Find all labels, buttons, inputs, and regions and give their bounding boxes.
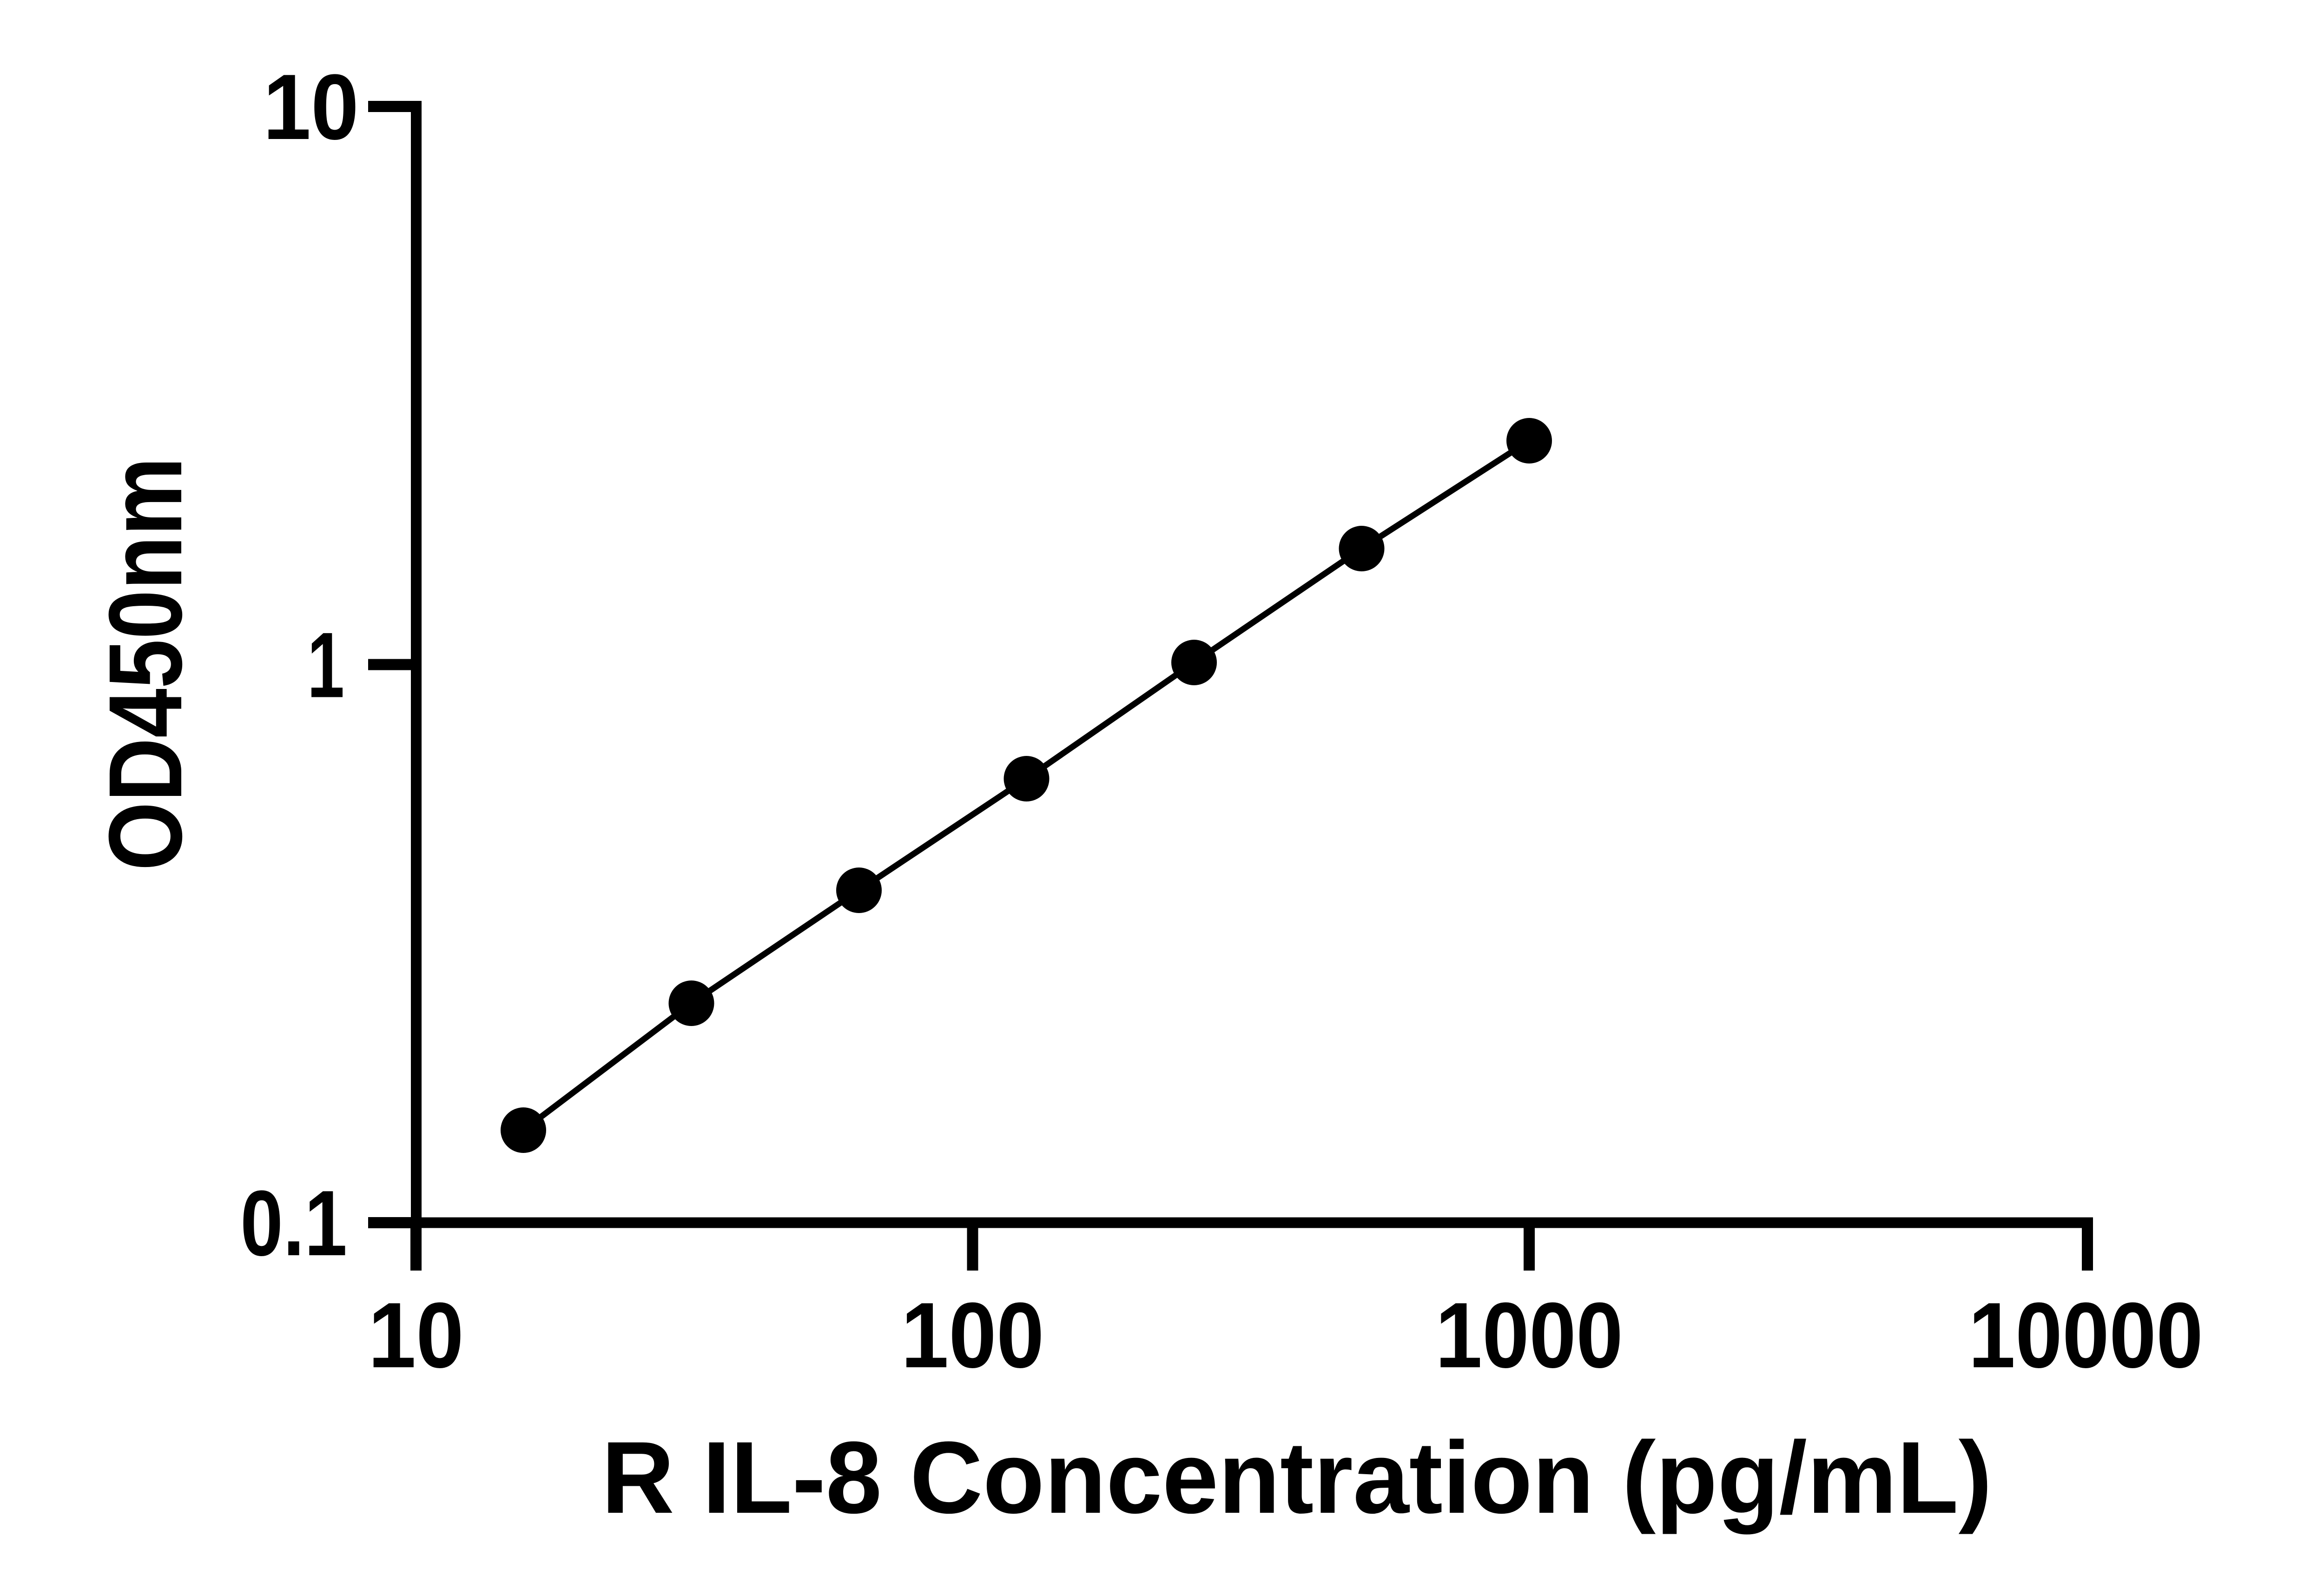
svg-text:1000: 1000 bbox=[1435, 1284, 1623, 1387]
svg-text:OD450nm: OD450nm bbox=[87, 457, 204, 871]
svg-text:10000: 10000 bbox=[1968, 1284, 2203, 1387]
svg-text:10: 10 bbox=[368, 1284, 464, 1387]
svg-text:100: 100 bbox=[901, 1284, 1044, 1387]
svg-text:R IL-8 Concentration (pg/mL): R IL-8 Concentration (pg/mL) bbox=[601, 1420, 1992, 1535]
svg-text:0.1: 0.1 bbox=[240, 1172, 347, 1275]
svg-text:10: 10 bbox=[263, 55, 359, 159]
svg-text:1: 1 bbox=[307, 614, 344, 717]
